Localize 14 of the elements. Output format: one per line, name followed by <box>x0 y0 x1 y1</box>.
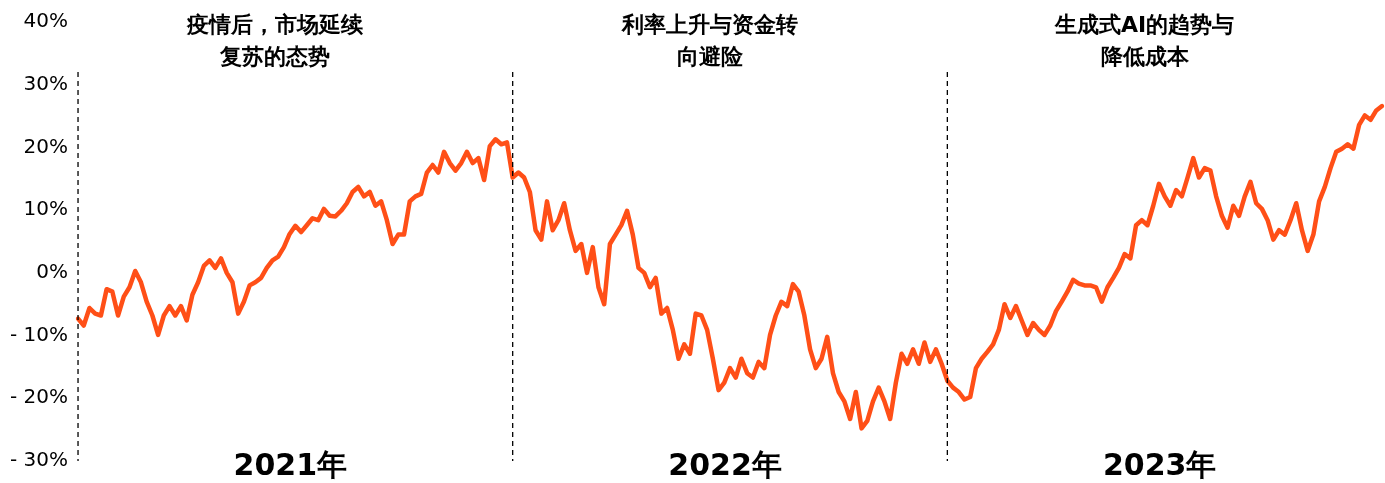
annotation: 疫情后，市场延续复苏的态势 <box>186 11 364 69</box>
y-tick-label: 30% <box>23 70 69 95</box>
y-tick-label: - 10% <box>10 321 69 346</box>
annotation: 生成式AI的趋势与降低成本 <box>1054 11 1235 69</box>
y-tick-label: - 30% <box>10 447 69 472</box>
annotation: 2023年 <box>1102 446 1217 482</box>
y-tick-label: - 20% <box>10 384 69 409</box>
y-tick-label: 10% <box>23 196 69 221</box>
annotation: 利率上升与资金转向避险 <box>621 11 799 69</box>
annotation: 2022年 <box>668 446 782 482</box>
annotation: 2021年 <box>233 446 348 482</box>
y-tick-label: 0% <box>36 259 69 284</box>
y-tick-label: 40% <box>23 8 69 33</box>
y-tick-label: 20% <box>23 133 69 158</box>
